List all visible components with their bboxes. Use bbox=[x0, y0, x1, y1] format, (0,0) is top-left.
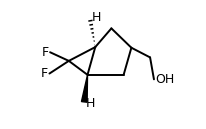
Text: H: H bbox=[85, 97, 95, 110]
Text: H: H bbox=[92, 11, 101, 24]
Text: F: F bbox=[42, 46, 49, 59]
Polygon shape bbox=[82, 75, 88, 102]
Text: F: F bbox=[41, 67, 48, 80]
Text: OH: OH bbox=[155, 73, 174, 86]
